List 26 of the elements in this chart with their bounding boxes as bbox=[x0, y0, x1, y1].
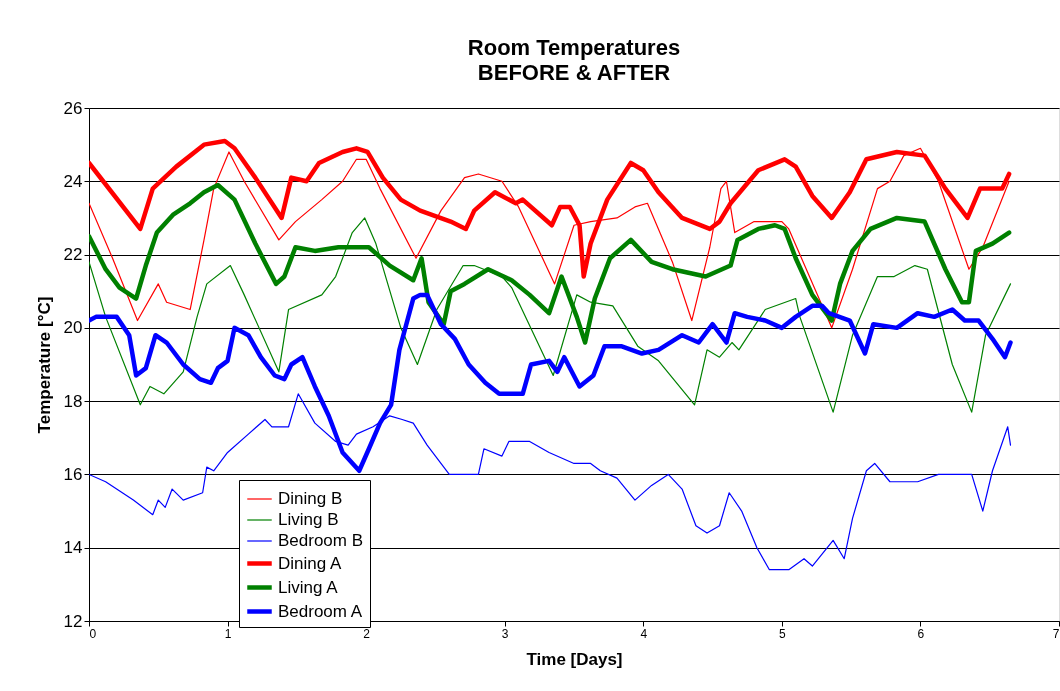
legend-label: Dining B bbox=[278, 489, 343, 508]
legend-label: Living A bbox=[278, 577, 339, 597]
y-tick-label: 22 bbox=[63, 245, 83, 265]
x-tick-label: 5 bbox=[779, 626, 787, 641]
chart-subtitle: BEFORE & AFTER bbox=[477, 60, 671, 85]
x-tick-label: 1 bbox=[224, 626, 232, 641]
x-axis-title: Time [Days] bbox=[526, 649, 623, 669]
x-tick-label: 0 bbox=[89, 626, 97, 641]
y-tick-label: 26 bbox=[63, 98, 83, 118]
x-tick-label: 6 bbox=[917, 626, 925, 641]
y-tick-label: 16 bbox=[63, 464, 83, 484]
x-tick-label: 4 bbox=[640, 626, 648, 641]
y-axis-title: Temperature [°C] bbox=[34, 296, 54, 434]
x-tick-label: 2 bbox=[363, 626, 371, 641]
y-tick-label: 20 bbox=[63, 318, 83, 338]
y-tick-label: 18 bbox=[63, 391, 83, 411]
x-tick-label: 7 bbox=[1052, 626, 1060, 641]
y-tick-label: 24 bbox=[63, 171, 83, 191]
x-tick-label: 3 bbox=[501, 626, 509, 641]
y-tick-label: 14 bbox=[63, 538, 83, 558]
legend-label: Bedroom A bbox=[278, 601, 363, 621]
y-tick-label: 12 bbox=[63, 611, 83, 631]
legend-label: Living B bbox=[278, 510, 339, 529]
chart-title: Room Temperatures bbox=[467, 35, 681, 60]
legend-label: Dining A bbox=[278, 553, 342, 573]
legend-label: Bedroom B bbox=[278, 531, 364, 550]
